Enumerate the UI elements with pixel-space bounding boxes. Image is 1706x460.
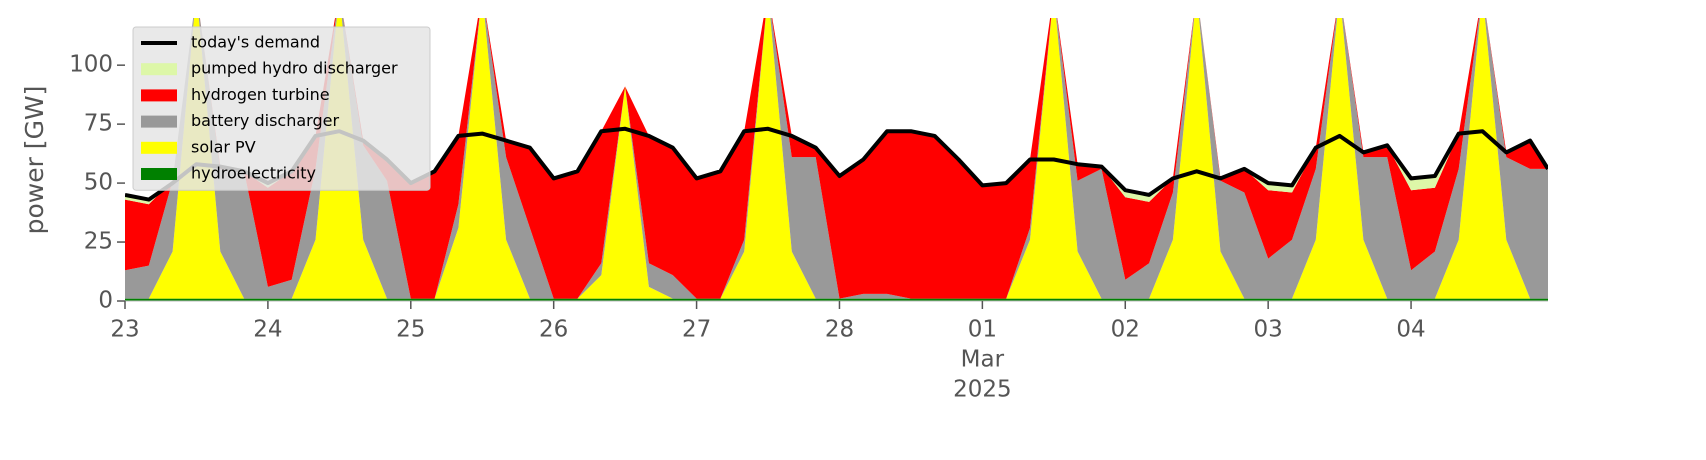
legend-label: hydroelectricity: [191, 164, 316, 183]
legend-swatch: [141, 168, 177, 180]
y-tick-label: 25: [84, 229, 113, 255]
x-tick-sublabel: Mar: [961, 347, 1005, 373]
area: [125, 298, 1548, 301]
legend-label: battery discharger: [191, 111, 339, 130]
y-tick-label: 50: [84, 170, 113, 196]
x-tick-label: 01: [968, 317, 997, 343]
y-tick-label: 0: [98, 288, 113, 314]
x-tick-label: 23: [110, 317, 139, 343]
legend: today's demand pumped hydro discharger hyd…: [132, 26, 431, 191]
area: [125, 18, 1548, 299]
legend-label: hydrogen turbine: [191, 85, 330, 104]
area: [125, 18, 1548, 299]
x-tick-label: 04: [1396, 317, 1425, 343]
legend-label: today's demand: [191, 33, 320, 52]
legend-swatch: [141, 141, 177, 154]
x-tick-label: 28: [825, 317, 854, 343]
x-tick-label: 03: [1254, 317, 1283, 343]
x-tick-sublabel: 2025: [953, 377, 1012, 403]
area: [125, 18, 1548, 299]
y-tick-label: 75: [84, 111, 113, 137]
x-tick-label: 24: [253, 317, 282, 343]
legend-swatch: [141, 89, 177, 102]
legend-box: [132, 26, 431, 191]
y-tick-label: 100: [69, 52, 113, 78]
legend-label: solar PV: [191, 137, 256, 156]
legend-label: pumped hydro discharger: [191, 59, 398, 78]
legend-swatch: [141, 63, 177, 76]
x-tick-label: 26: [539, 317, 568, 343]
x-tick-label: 25: [396, 317, 425, 343]
y-axis-label: power [GW]: [20, 86, 49, 235]
legend-swatch: [141, 115, 177, 128]
x-tick-label: 02: [1111, 317, 1140, 343]
x-tick-label: 27: [682, 317, 711, 343]
